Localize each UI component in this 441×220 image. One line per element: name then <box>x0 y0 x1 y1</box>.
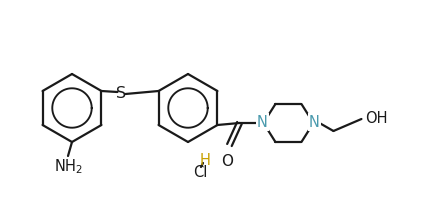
Text: O: O <box>221 154 233 169</box>
Text: N: N <box>309 114 320 130</box>
Text: OH: OH <box>366 110 388 125</box>
Text: S: S <box>116 86 127 101</box>
Text: H: H <box>200 152 210 167</box>
Text: N: N <box>257 114 268 130</box>
Text: Cl: Cl <box>193 165 207 180</box>
Text: NH$_2$: NH$_2$ <box>53 157 82 176</box>
